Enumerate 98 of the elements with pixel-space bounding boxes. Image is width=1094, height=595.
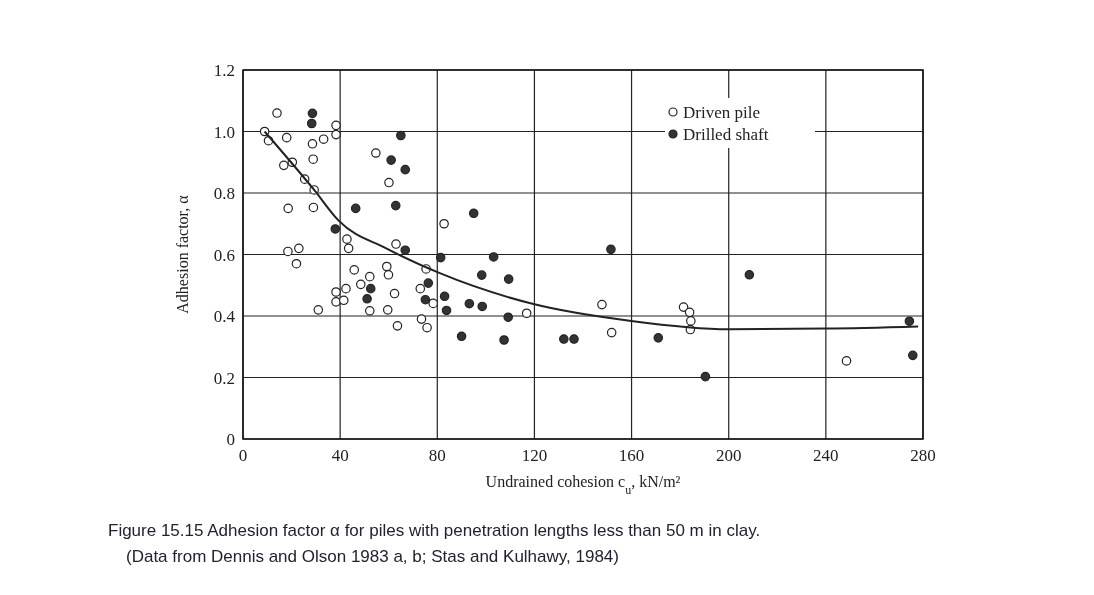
point <box>362 293 372 304</box>
point <box>331 287 341 297</box>
y-tick-label: 0.4 <box>213 307 236 326</box>
point <box>653 333 664 343</box>
point <box>521 308 532 319</box>
point <box>678 302 689 312</box>
point <box>308 154 318 164</box>
text: Figure 15.15 Adhesion factor α for piles with penetration lengths less than 50 m in clay. <box>108 521 761 540</box>
point <box>350 203 361 214</box>
point <box>597 299 607 310</box>
point <box>488 252 499 262</box>
point <box>499 335 509 345</box>
point <box>338 295 349 306</box>
point <box>382 305 393 315</box>
point <box>272 108 282 118</box>
x-tick-label: 120 <box>521 446 548 465</box>
point <box>908 350 918 361</box>
x-axis-title: Undrained cohesion c$_{u}$, kN/m² <box>485 473 681 497</box>
legend-label: Driven pile <box>683 103 760 122</box>
point <box>283 246 293 257</box>
point <box>331 120 341 131</box>
point <box>294 243 304 254</box>
x-tick-label: 280 <box>910 446 936 465</box>
point <box>415 283 426 294</box>
point <box>343 243 354 254</box>
point <box>383 270 394 280</box>
y-tick-label: 1.0 <box>213 122 235 142</box>
point <box>439 291 450 302</box>
point <box>428 298 438 309</box>
point <box>331 129 341 140</box>
point <box>420 294 431 305</box>
x-tick-label: 200 <box>715 446 742 465</box>
point <box>396 130 406 141</box>
point <box>606 327 617 338</box>
x-tick-label: 40 <box>331 446 349 465</box>
point <box>371 148 381 158</box>
text: (Data from Dennis and Olson 1983 a, b; Stas and Kulhawy, 1984) <box>126 547 619 566</box>
point <box>476 270 487 280</box>
y-axis-title: Adhesion factor, α <box>174 194 191 314</box>
x-tick-label: 240 <box>813 446 839 465</box>
point <box>331 297 341 307</box>
point <box>307 139 318 149</box>
point <box>386 155 396 165</box>
point <box>318 134 329 144</box>
point <box>364 305 375 316</box>
point <box>700 371 711 382</box>
point <box>503 274 514 284</box>
point <box>559 334 569 344</box>
point <box>391 239 401 249</box>
x-tick-label: 80 <box>428 446 446 465</box>
point <box>281 132 292 143</box>
point <box>468 208 479 219</box>
point <box>342 234 352 244</box>
point <box>355 279 366 290</box>
point <box>841 356 852 366</box>
point <box>441 305 452 316</box>
point <box>279 160 289 171</box>
point <box>435 252 446 263</box>
y-tick-label: 0 <box>226 430 235 449</box>
x-tick-label: 0 <box>238 446 248 465</box>
y-tick-label: 0.6 <box>213 245 235 265</box>
point <box>364 271 375 282</box>
point <box>308 202 319 213</box>
point <box>606 244 616 255</box>
legend-label: Drilled shaft <box>683 125 769 144</box>
point <box>416 314 427 324</box>
point <box>384 177 394 188</box>
point <box>330 224 341 234</box>
point <box>389 288 400 299</box>
point <box>400 164 411 175</box>
point <box>307 108 318 119</box>
point <box>341 283 351 294</box>
point <box>306 118 317 129</box>
point <box>400 245 411 255</box>
point <box>390 200 401 211</box>
point <box>503 312 513 323</box>
point <box>684 307 695 318</box>
point <box>313 305 324 315</box>
point <box>422 322 432 333</box>
point <box>365 283 376 294</box>
point <box>291 258 302 269</box>
y-tick-label: 0.2 <box>213 368 235 388</box>
point <box>283 203 293 214</box>
point <box>477 301 488 312</box>
point <box>744 270 755 280</box>
point <box>349 265 360 275</box>
point <box>392 321 403 331</box>
point <box>423 278 434 288</box>
point <box>381 261 392 272</box>
point <box>439 218 449 229</box>
point <box>904 316 915 327</box>
point <box>456 331 467 342</box>
point <box>464 298 475 309</box>
point <box>686 316 696 326</box>
x-tick-label: 160 <box>618 446 645 465</box>
y-tick-label: 0.8 <box>213 184 235 203</box>
y-tick-label: 1.2 <box>213 61 235 80</box>
point <box>569 334 579 344</box>
